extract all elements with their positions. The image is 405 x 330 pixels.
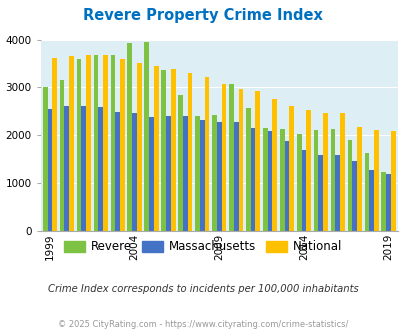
- Bar: [183, 116, 187, 231]
- Bar: [161, 70, 166, 231]
- Bar: [77, 59, 81, 231]
- Bar: [250, 128, 255, 231]
- Bar: [94, 55, 98, 231]
- Bar: [262, 128, 267, 231]
- Text: Crime Index corresponds to incidents per 100,000 inhabitants: Crime Index corresponds to incidents per…: [47, 284, 358, 294]
- Bar: [301, 150, 305, 231]
- Bar: [228, 83, 233, 231]
- Bar: [335, 155, 339, 231]
- Bar: [322, 113, 327, 231]
- Bar: [178, 95, 183, 231]
- Bar: [103, 55, 108, 231]
- Bar: [120, 59, 124, 231]
- Bar: [127, 44, 132, 231]
- Bar: [255, 91, 260, 231]
- Bar: [272, 99, 277, 231]
- Bar: [64, 106, 69, 231]
- Bar: [166, 116, 171, 231]
- Bar: [289, 106, 293, 231]
- Bar: [60, 80, 64, 231]
- Bar: [373, 130, 378, 231]
- Bar: [98, 107, 103, 231]
- Bar: [364, 153, 369, 231]
- Bar: [339, 113, 344, 231]
- Bar: [52, 58, 57, 231]
- Bar: [132, 113, 136, 231]
- Bar: [149, 116, 153, 231]
- Bar: [115, 112, 120, 231]
- Bar: [385, 174, 390, 231]
- Bar: [279, 129, 284, 231]
- Text: Revere Property Crime Index: Revere Property Crime Index: [83, 8, 322, 23]
- Bar: [204, 77, 209, 231]
- Bar: [81, 106, 86, 231]
- Bar: [238, 89, 243, 231]
- Bar: [153, 66, 158, 231]
- Bar: [171, 69, 175, 231]
- Bar: [356, 127, 361, 231]
- Bar: [199, 120, 204, 231]
- Bar: [144, 42, 149, 231]
- Bar: [347, 140, 352, 231]
- Bar: [296, 134, 301, 231]
- Bar: [233, 122, 238, 231]
- Bar: [187, 73, 192, 231]
- Bar: [221, 84, 226, 231]
- Bar: [211, 115, 216, 231]
- Bar: [245, 108, 250, 231]
- Bar: [195, 116, 199, 231]
- Bar: [352, 161, 356, 231]
- Bar: [305, 111, 310, 231]
- Bar: [267, 131, 272, 231]
- Bar: [381, 172, 385, 231]
- Bar: [330, 129, 335, 231]
- Bar: [110, 55, 115, 231]
- Bar: [86, 55, 91, 231]
- Legend: Revere, Massachusetts, National: Revere, Massachusetts, National: [59, 236, 346, 258]
- Bar: [390, 130, 395, 231]
- Bar: [136, 63, 141, 231]
- Bar: [369, 170, 373, 231]
- Text: © 2025 CityRating.com - https://www.cityrating.com/crime-statistics/: © 2025 CityRating.com - https://www.city…: [58, 320, 347, 329]
- Bar: [43, 87, 47, 231]
- Bar: [47, 109, 52, 231]
- Bar: [313, 130, 318, 231]
- Bar: [69, 56, 74, 231]
- Bar: [216, 122, 221, 231]
- Bar: [284, 141, 289, 231]
- Bar: [318, 155, 322, 231]
